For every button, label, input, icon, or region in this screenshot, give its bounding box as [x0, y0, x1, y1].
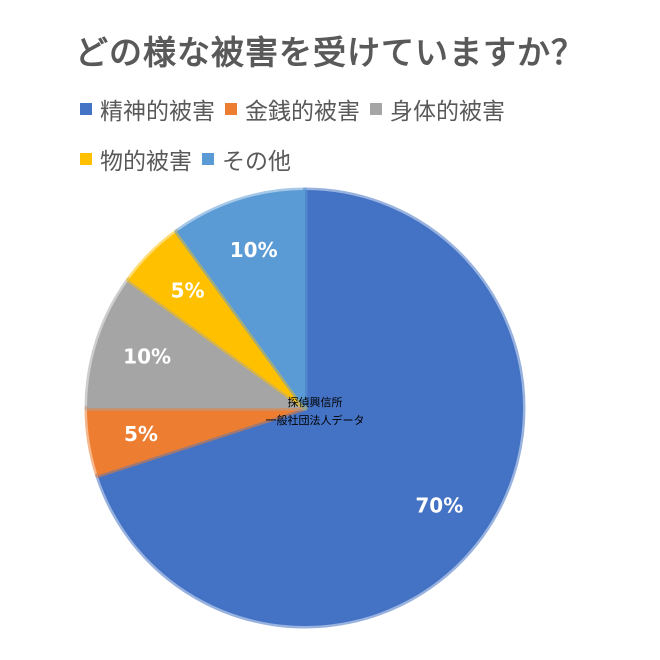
source-note-line-1: 探偵興信所 [288, 395, 343, 409]
pie-data-labels: 70% 5% 10% 5% 10% [123, 238, 463, 517]
legend-item-mental: 精神的被害 [80, 92, 215, 126]
source-note-line-2: 一般社団法人データ [266, 413, 365, 427]
pie-slices [84, 187, 526, 629]
slice-other [174, 187, 308, 411]
data-label-property: 5% [171, 279, 205, 303]
legend: 精神的被害 金銭的被害 身体的被害 物的被害 その他 [80, 92, 600, 176]
data-label-mental: 70% [415, 494, 463, 518]
data-label-financial: 5% [124, 422, 158, 446]
legend-label: その他 [222, 149, 291, 175]
legend-item-financial: 金銭的被害 [225, 92, 360, 126]
legend-swatch [202, 153, 214, 165]
legend-swatch [225, 103, 237, 115]
data-label-physical: 10% [123, 345, 171, 369]
legend-swatch [80, 153, 92, 165]
legend-item-property: 物的被害 [80, 142, 192, 176]
slice-mental [95, 187, 526, 629]
legend-item-other: その他 [202, 142, 291, 176]
legend-swatch [370, 103, 382, 115]
legend-label: 身体的被害 [390, 99, 505, 125]
legend-item-physical: 身体的被害 [370, 92, 505, 126]
data-label-other: 10% [230, 238, 278, 262]
slice-physical [84, 277, 308, 411]
legend-swatch [80, 103, 92, 115]
legend-label: 金銭的被害 [245, 99, 360, 125]
legend-label: 精神的被害 [100, 99, 215, 125]
chart-title: どの様な被害を受けていますか？ [75, 33, 585, 72]
legend-label: 物的被害 [100, 149, 192, 175]
